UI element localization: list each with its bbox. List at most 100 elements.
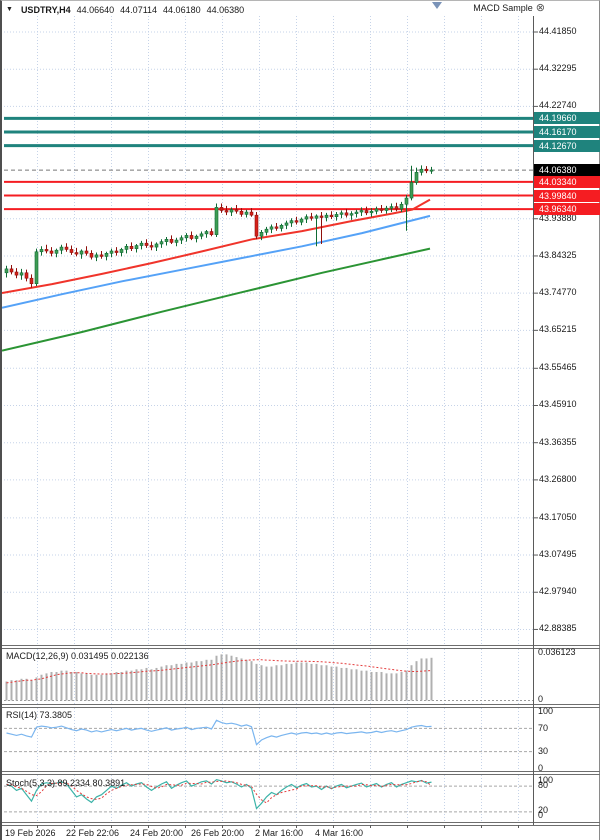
- stoch-label: Stoch(5,3,3) 89.2334 80.3891: [6, 778, 126, 788]
- candle-body: [394, 206, 399, 210]
- price-tick-label: 43.55465: [539, 362, 577, 373]
- candle-body: [204, 231, 209, 235]
- stoch-axis-0: 0: [538, 810, 544, 820]
- stoch-k-line: [6, 778, 432, 810]
- candle-body: [164, 239, 169, 242]
- candle-body: [89, 253, 94, 258]
- price-tick-label: 42.97940: [539, 586, 577, 597]
- price-tick-label: 43.45910: [539, 399, 577, 410]
- candle-body: [259, 231, 264, 237]
- candle-body: [309, 216, 314, 219]
- ma-medium-line: [2, 214, 431, 309]
- stoch-d-line: [6, 780, 432, 804]
- support-price-label: 44.03340: [534, 175, 600, 188]
- candle-body: [414, 172, 419, 183]
- candle-body: [314, 215, 319, 219]
- resistance-price-label: 44.19660: [534, 112, 600, 125]
- rsi-axis-100: 100: [538, 706, 554, 716]
- candle-body: [144, 242, 149, 246]
- candle-body: [214, 207, 219, 235]
- candle-body: [4, 268, 9, 274]
- candle-body: [69, 249, 74, 253]
- candle-body: [14, 271, 19, 276]
- symbol-menu-icon[interactable]: ▼: [6, 6, 13, 13]
- price-tick-label: 43.26800: [539, 473, 577, 484]
- candle-body: [119, 249, 124, 253]
- candle-body: [194, 235, 199, 239]
- candle-body: [384, 207, 389, 211]
- price-tick-label: 44.22740: [539, 100, 577, 111]
- candle-body: [354, 211, 359, 214]
- macd-signal-line: [6, 659, 432, 684]
- candle-body: [339, 212, 344, 215]
- candle-body: [79, 250, 84, 255]
- candle-body: [359, 210, 364, 213]
- macd-axis-min: 0: [538, 694, 544, 704]
- ohlc-open: 44.06640: [76, 4, 115, 15]
- candle-body: [59, 246, 64, 251]
- candle-body: [159, 241, 164, 245]
- candle-body: [229, 209, 234, 213]
- price-tick-label: 43.74770: [539, 287, 577, 298]
- candle-body: [424, 168, 429, 172]
- expert-advisor-badge: MACD Sample ⊗: [473, 2, 545, 14]
- candle-body: [134, 245, 139, 249]
- time-tick-label: 24 Feb 20:00: [130, 828, 184, 838]
- candle-body: [219, 207, 224, 211]
- candle-body: [84, 250, 89, 254]
- candle-body: [379, 208, 384, 211]
- candle-body: [184, 235, 189, 239]
- price-tick-label: 43.17050: [539, 511, 577, 522]
- time-tick-label: 22 Feb 22:06: [66, 828, 120, 838]
- time-tick-label: 4 Mar 16:00: [315, 828, 364, 838]
- price-tick-label: 44.32295: [539, 63, 577, 74]
- candle-body: [399, 203, 404, 210]
- candle-body: [149, 245, 154, 248]
- candle-body: [139, 242, 144, 246]
- candle-body: [329, 214, 334, 218]
- price-tick-label: 43.84325: [539, 249, 577, 260]
- stoch-axis-80: 80: [538, 780, 549, 790]
- price-tick-label: 43.93880: [539, 212, 577, 223]
- candle-body: [274, 226, 279, 229]
- candle-body: [129, 246, 134, 249]
- candle-body: [74, 252, 79, 255]
- candle-body: [279, 224, 284, 229]
- candle-body: [64, 246, 69, 250]
- candle-body: [124, 246, 129, 250]
- candle-body: [24, 272, 29, 279]
- price-tick-label: 43.07495: [539, 549, 577, 560]
- candle-body: [324, 214, 329, 218]
- time-tick-label: 2 Mar 16:00: [255, 828, 304, 838]
- rsi-axis-0: 0: [538, 763, 544, 773]
- candle-body: [99, 254, 104, 257]
- candle-body: [114, 250, 119, 253]
- rsi-label: RSI(14) 73.3805: [6, 710, 73, 720]
- support-price-label: 43.96340: [534, 203, 600, 216]
- macd-label: MACD(12,26,9) 0.031495 0.022136: [6, 651, 149, 661]
- rsi-axis-30: 30: [538, 746, 549, 756]
- candle-body: [54, 249, 59, 254]
- candle-body: [294, 220, 299, 223]
- candle-body: [209, 231, 214, 235]
- ohlc-close: 44.06380: [206, 4, 245, 15]
- resistance-price-label: 44.16170: [534, 125, 600, 138]
- candle-body: [299, 218, 304, 223]
- candle-body: [404, 197, 409, 205]
- candle-body: [289, 220, 294, 224]
- candle-body: [179, 237, 184, 241]
- chart-marker-triangle-icon[interactable]: [432, 2, 442, 9]
- remove-expert-icon[interactable]: ⊗: [535, 2, 545, 14]
- price-tick-label: 42.88385: [539, 623, 577, 634]
- candle-body: [349, 213, 354, 216]
- stoch-axis-20: 20: [538, 805, 549, 815]
- candle-body: [344, 212, 349, 216]
- candle-body: [334, 214, 339, 218]
- candle-body: [224, 210, 229, 213]
- candle-body: [39, 249, 44, 253]
- stoch-axis-100: 100: [538, 775, 554, 785]
- candle-body: [154, 243, 159, 248]
- candle-body: [284, 222, 289, 226]
